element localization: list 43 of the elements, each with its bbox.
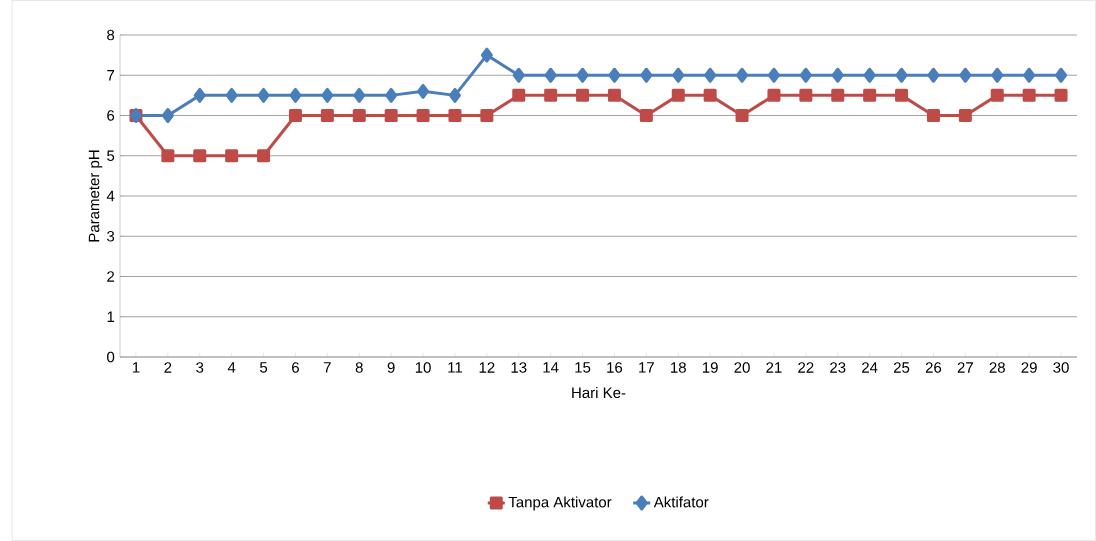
x-tick-label: 3 (196, 362, 204, 373)
legend-label: Aktifator (653, 496, 709, 508)
x-tick-label: 8 (355, 362, 363, 373)
y-axis-title: Parameter pH (88, 150, 103, 242)
x-tick-label: 30 (1053, 362, 1069, 373)
x-tick-label: 6 (292, 362, 299, 373)
x-tick-label: 21 (766, 362, 782, 373)
x-tick-label: 12 (479, 362, 495, 373)
y-tick-label: 8 (107, 29, 115, 41)
x-tick-label: 1 (132, 362, 140, 373)
x-axis-title: Hari Ke- (572, 387, 626, 399)
x-tick-label: 9 (387, 362, 395, 373)
x-tick-label: 15 (575, 362, 591, 373)
x-tick-label: 24 (862, 362, 878, 373)
x-tick-label: 14 (543, 362, 559, 373)
x-tick-label: 4 (227, 362, 236, 373)
x-tick-label: 16 (607, 362, 623, 373)
x-tick-label: 20 (734, 362, 750, 373)
y-tick-label: 4 (106, 190, 115, 202)
x-tick-label: 2 (164, 362, 172, 373)
x-tick-label: 19 (702, 362, 718, 373)
x-tick-label: 25 (893, 362, 910, 373)
x-tick-label: 13 (511, 362, 527, 373)
legend-label: Tanpa Aktivator (508, 496, 612, 511)
x-tick-label: 11 (448, 362, 463, 373)
x-tick-label: 27 (957, 362, 973, 373)
y-tick-label: 5 (107, 150, 115, 161)
x-tick-label: 7 (323, 362, 331, 373)
y-tick-label: 1 (107, 311, 115, 322)
x-tick-label: 26 (925, 362, 942, 373)
x-tick-label: 17 (639, 362, 654, 373)
x-tick-label: 28 (989, 362, 1005, 373)
y-tick-label: 3 (107, 230, 115, 242)
x-tick-label: 29 (1021, 362, 1037, 373)
x-tick-label: 18 (671, 362, 686, 373)
x-tick-label: 22 (798, 362, 814, 373)
y-tick-label: 7 (107, 70, 115, 81)
y-tick-label: 2 (107, 271, 115, 282)
y-tick-label: 6 (107, 110, 115, 121)
x-tick-label: 23 (830, 362, 846, 373)
y-tick-label: 0 (107, 351, 115, 363)
x-tick-label: 5 (259, 362, 268, 373)
x-tick-label: 10 (415, 362, 431, 373)
